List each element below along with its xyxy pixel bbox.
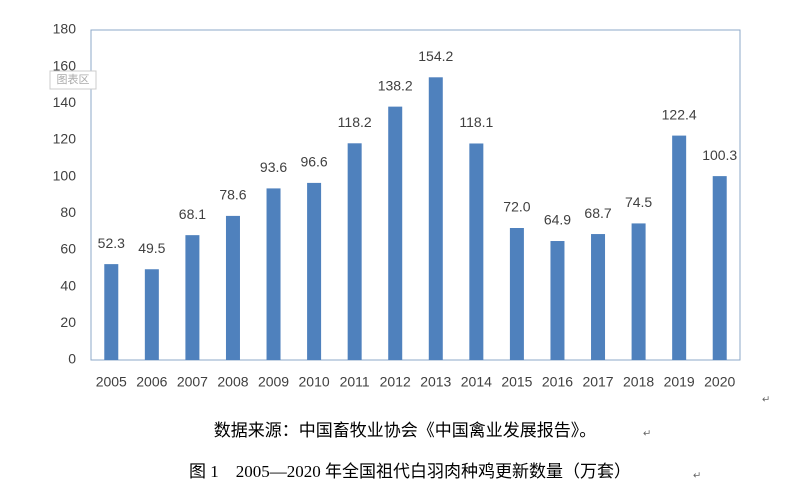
x-tick-label: 2020	[704, 374, 735, 390]
bar	[388, 106, 403, 360]
x-tick-label: 2012	[380, 374, 411, 390]
value-label: 100.3	[702, 147, 737, 163]
y-tick-label: 60	[60, 241, 76, 257]
bar	[225, 215, 240, 360]
x-tick-label: 2008	[217, 374, 248, 390]
bar	[266, 188, 281, 360]
y-tick-label: 120	[53, 131, 77, 147]
y-tick-label: 160	[53, 57, 77, 73]
bar	[591, 234, 606, 360]
value-label: 138.2	[378, 77, 413, 93]
bar	[307, 182, 322, 360]
x-tick-label: 2007	[177, 374, 208, 390]
bar	[672, 135, 687, 360]
y-tick-label: 0	[68, 351, 76, 367]
paragraph-mark: ↵	[643, 429, 651, 440]
x-tick-label: 2009	[258, 374, 289, 390]
bar	[185, 235, 200, 360]
value-label: 122.4	[662, 106, 697, 122]
y-tick-label: 100	[53, 167, 77, 183]
value-label: 49.5	[138, 240, 165, 256]
bar	[428, 77, 443, 361]
value-label: 72.0	[503, 199, 530, 215]
bar	[550, 241, 565, 360]
bar	[631, 223, 646, 360]
value-label: 64.9	[544, 212, 571, 228]
x-tick-label: 2011	[340, 374, 370, 390]
bar	[712, 176, 727, 360]
bar	[347, 143, 362, 360]
bar	[509, 228, 524, 360]
y-tick-label: 40	[60, 277, 76, 293]
y-tick-label: 180	[53, 21, 77, 37]
value-label: 68.7	[584, 205, 611, 221]
value-label: 78.6	[219, 187, 246, 203]
x-tick-label: 2016	[542, 374, 573, 390]
y-tick-label: 80	[60, 204, 76, 220]
source-note: 数据来源：中国畜牧业协会《中国禽业发展报告》。	[214, 421, 597, 440]
x-tick-label: 2010	[299, 374, 330, 390]
value-label: 96.6	[300, 154, 327, 170]
x-tick-label: 2015	[501, 374, 532, 390]
value-label: 154.2	[418, 48, 453, 64]
x-tick-label: 2006	[136, 374, 167, 390]
x-tick-label: 2013	[420, 374, 451, 390]
value-label: 68.1	[179, 206, 206, 222]
x-tick-label: 2019	[664, 374, 695, 390]
x-tick-label: 2014	[461, 374, 492, 390]
bar	[144, 269, 159, 360]
y-tick-label: 20	[60, 314, 76, 330]
paragraph-mark: ↵	[693, 471, 701, 482]
value-label: 118.2	[338, 114, 372, 130]
tooltip-box	[49, 70, 97, 90]
bar	[104, 264, 119, 360]
x-tick-label: 2018	[623, 374, 654, 390]
bar	[469, 143, 484, 360]
y-tick-label: 140	[53, 94, 77, 110]
value-label: 74.5	[625, 194, 652, 210]
x-tick-label: 2005	[96, 374, 127, 390]
x-tick-label: 2017	[582, 374, 613, 390]
value-label: 52.3	[98, 235, 125, 251]
value-label: 93.6	[260, 159, 287, 175]
figure-caption: 图 1 2005—2020 年全国祖代白羽肉种鸡更新数量（万套）	[189, 462, 631, 481]
tooltip: 图表区	[57, 72, 90, 86]
value-label: 118.1	[459, 114, 493, 130]
paragraph-mark: ↵	[762, 395, 770, 406]
